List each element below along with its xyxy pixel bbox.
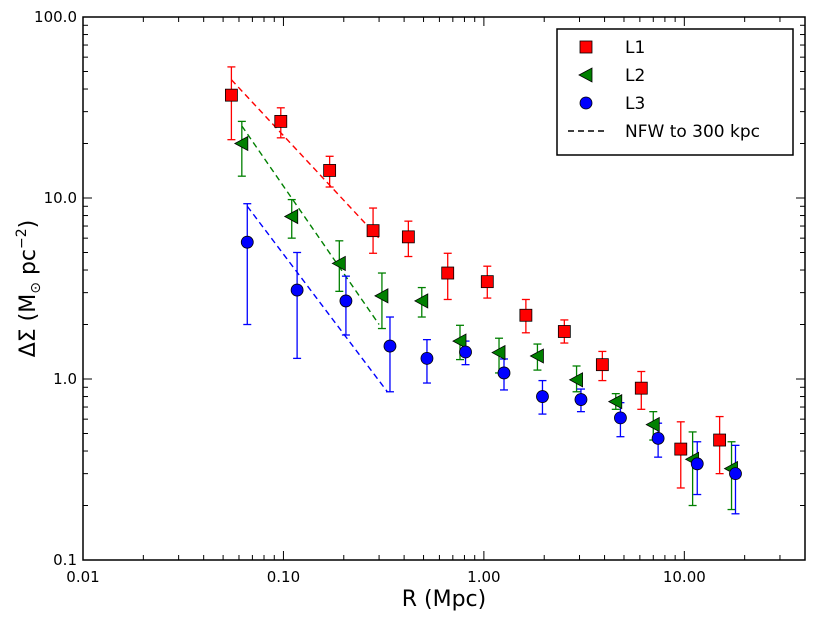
y-axis-label-suffix: )	[16, 220, 41, 229]
l1-data-point	[713, 433, 727, 447]
l2-data-point	[283, 208, 299, 225]
l1-data-point	[557, 325, 571, 338]
l3-data-point	[574, 393, 588, 406]
legend-label: L3	[625, 94, 645, 114]
y-axis-label-mid: pc	[16, 249, 41, 282]
y-axis-label-exp: −2	[14, 228, 30, 249]
l1-data-point	[441, 266, 455, 280]
legend-marker-l3	[579, 96, 593, 110]
error-bars-layer	[227, 66, 740, 515]
l1-data-point	[480, 275, 494, 289]
l2-data-point	[331, 255, 346, 272]
l2-data-point	[607, 393, 623, 410]
x-axis-label: R (Mpc)	[402, 587, 487, 612]
l3-data-point	[290, 283, 304, 297]
fit-lines-layer	[230, 79, 388, 393]
x-tick-label: 0.01	[66, 568, 99, 586]
y-axis-label-prefix: ΔΣ (M	[16, 294, 41, 358]
l2-data-point	[374, 288, 389, 304]
l1-data-point	[323, 164, 337, 177]
l2-data-point	[413, 293, 429, 309]
l3-data-point	[420, 351, 434, 365]
data-points-layer	[224, 88, 742, 481]
nfw-fit-line	[246, 205, 388, 393]
l2-data-point	[529, 348, 544, 364]
l1-data-point	[401, 230, 415, 244]
l2-data-point	[491, 344, 506, 361]
l2-data-point	[233, 135, 249, 152]
legend-marker-l2	[578, 67, 593, 83]
l3-data-point	[614, 411, 627, 425]
y-tick-label: 1.0	[53, 370, 77, 388]
legend-label: NFW to 300 kpc	[625, 122, 760, 142]
l2-data-point	[568, 372, 583, 388]
tick-labels-layer: 0.01 0.10 1.00 10.00 0.1 1.0 10.0 100.0	[34, 8, 706, 586]
l1-data-point	[634, 381, 648, 395]
legend: L1 L2 L3 NFW to 300 kpc	[556, 28, 794, 156]
x-tick-label: 10.00	[663, 568, 706, 586]
legend-label: L2	[625, 66, 645, 86]
l3-data-point	[729, 467, 742, 481]
legend-label: L1	[625, 38, 645, 58]
nfw-fit-line	[241, 125, 380, 325]
l1-data-point	[595, 358, 609, 372]
l2-data-point	[452, 333, 467, 349]
y-axis-label-sun: ⊙	[28, 282, 44, 294]
l3-data-point	[497, 366, 511, 380]
y-axis-label: ΔΣ (M⊙ pc−2)	[14, 220, 44, 358]
l3-data-point	[690, 457, 704, 471]
l3-data-point	[651, 431, 665, 445]
y-tick-label: 0.1	[53, 551, 77, 569]
l3-data-point	[459, 345, 472, 359]
plot-frame	[82, 16, 806, 561]
legend-box	[556, 28, 794, 156]
x-tick-label: 1.00	[467, 568, 500, 586]
nfw-fit-line	[230, 79, 380, 239]
l1-data-point	[274, 114, 288, 128]
l1-data-point	[519, 308, 533, 322]
legend-marker-l1	[579, 40, 593, 54]
l1-data-point	[674, 442, 688, 456]
l2-data-point	[645, 416, 660, 433]
x-tick-label: 0.10	[267, 568, 300, 586]
l1-data-point	[366, 224, 380, 238]
l3-data-point	[240, 235, 254, 249]
y-tick-label: 100.0	[34, 8, 77, 26]
l3-data-point	[536, 390, 549, 403]
y-tick-label: 10.0	[44, 189, 77, 207]
l3-data-point	[339, 294, 353, 308]
l1-data-point	[224, 88, 238, 102]
l3-data-point	[383, 339, 397, 353]
